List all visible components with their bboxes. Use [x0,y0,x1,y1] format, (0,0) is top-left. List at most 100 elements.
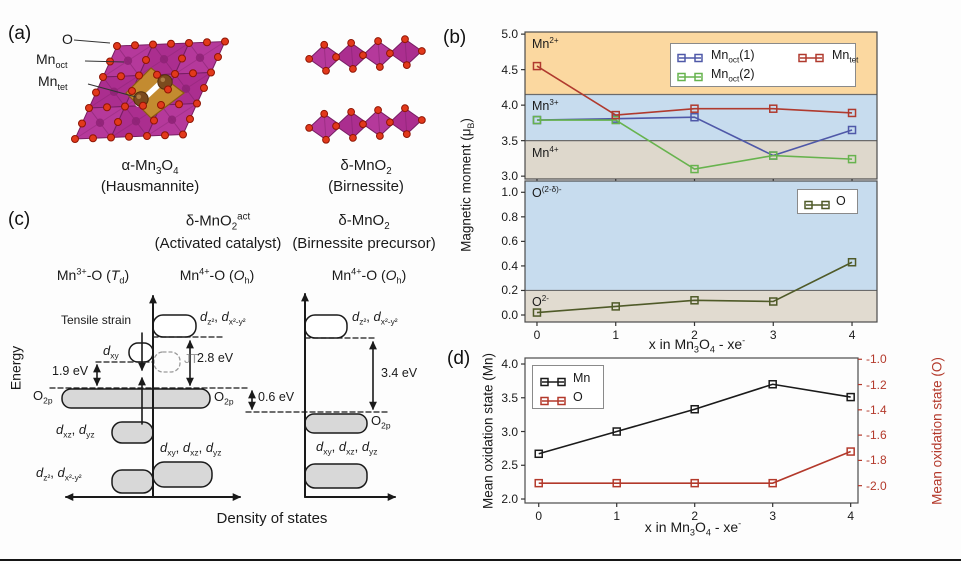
pointer-line-mntet [87,83,137,98]
oxygen-atom [117,72,125,81]
region-band [525,140,877,179]
band-o2p-right [304,413,368,434]
mn-oct-atom [131,117,141,126]
birnessite-slab [305,35,426,75]
band-dz2-empty-mid [152,314,197,338]
data-point-marker [690,296,699,305]
series-line-2 [536,65,853,116]
oxygen-atom [103,103,111,112]
mn-oct-atom [123,56,133,65]
band-dz2-filled-left [111,469,154,494]
oxygen-atom [85,104,93,112]
band-t2g-mid [152,461,213,488]
region-band [525,32,877,95]
oxygen-atom [78,119,86,128]
mn-oct-atom [95,118,105,127]
oxygen-atom [320,40,329,49]
oxygen-atom [189,69,197,78]
mn-oct-atom [109,87,119,96]
data-point-marker [768,478,777,488]
oxygen-atom [150,116,158,125]
oxygen-atom [375,132,384,140]
oxygen-atom [89,134,97,143]
oxygen-atom [347,39,356,47]
data-point-marker [690,104,699,113]
data-point-marker [769,151,778,160]
series-line-1 [538,450,851,484]
oxygen-atom [207,68,215,77]
crystal-structure-art [71,35,426,144]
oxygen-atom [322,135,330,144]
data-point-marker [534,449,543,459]
oxygen-atom [167,39,175,48]
oxygen-atom [114,118,122,126]
oxygen-atom [186,115,194,123]
mn-oct-atom [167,115,177,124]
data-point-marker [769,297,778,306]
data-point-marker [611,115,620,125]
oxygen-atom [178,54,186,63]
oxygen-atom [125,132,133,141]
data-point-marker [611,302,620,311]
oxygen-atom [305,55,314,63]
transition-arrows [93,332,377,425]
oxygen-atom [200,84,208,92]
oxygen-atom [401,35,409,44]
oxygen-atom [332,53,340,61]
oxygen-atom [175,100,183,109]
mn-oct-atom [159,55,169,64]
oxygen-atom [107,133,115,142]
oxygen-atom [203,38,211,47]
oxygen-atom [92,88,100,97]
oxygen-atom [347,108,356,116]
oxygen-atom [113,42,121,50]
oxygen-atom [305,124,314,132]
data-point-marker [612,427,621,436]
oxygen-atom [359,120,367,129]
birnessite-slab [305,104,426,144]
oxygen-atom [135,71,143,80]
oxygen-atom [349,133,357,142]
series-line-0 [536,116,853,157]
data-point-marker [532,61,542,71]
diagram-axes [64,292,397,501]
figure-bottom-border [0,559,961,561]
pointer-line-mnoct [84,60,125,63]
series-line-0 [536,261,853,314]
oxygen-atom [374,106,382,114]
oxygen-atom [401,104,409,113]
oxygen-atom [161,131,169,140]
oxygen-atom [386,118,394,127]
band-jt-ghost [153,351,181,373]
oxygen-atom [417,116,426,124]
data-point-marker [846,392,855,402]
oxygen-atom [164,85,172,94]
region-band [525,181,877,291]
oxygen-atom [143,132,151,140]
oxygen-atom [157,101,165,109]
oxygen-atom [417,47,426,55]
oxygen-atom [131,41,139,50]
oxygen-atom [214,53,222,61]
data-point-marker [690,164,699,174]
data-point-marker [847,108,857,118]
oxygen-atom [359,51,367,60]
oxygen-atom [121,102,129,111]
oxygen-atom [322,66,330,75]
band-dxy-empty [128,342,154,363]
oxygen-atom [71,135,79,143]
oxygen-atom [332,122,340,130]
oxygen-atom [221,37,229,46]
oxygen-atom [386,49,394,58]
oxygen-atom [320,109,329,118]
region-band [525,94,877,141]
oxygen-atom [171,70,179,78]
chart-b-bottom [521,180,878,326]
oxygen-atom [128,87,136,95]
oxygen-atom [139,101,147,110]
data-point-marker [611,110,620,120]
data-point-marker [690,404,699,414]
mn-oct-atom [181,84,191,93]
